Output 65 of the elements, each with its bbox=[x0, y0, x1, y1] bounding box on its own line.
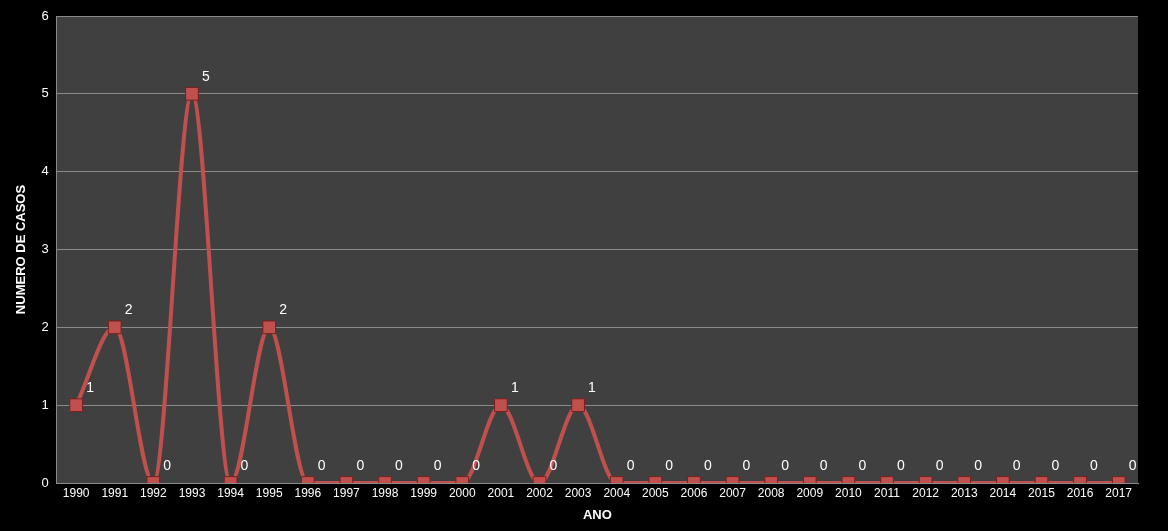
y-tick-label: 4 bbox=[41, 163, 49, 179]
x-tick-label: 1993 bbox=[178, 485, 206, 500]
x-tick-label: 2008 bbox=[757, 485, 785, 500]
x-axis-title: ANO bbox=[582, 506, 612, 522]
x-tick-label: 1992 bbox=[140, 485, 168, 500]
x-tick-label: 2001 bbox=[487, 485, 515, 500]
x-tick-label: 2006 bbox=[680, 485, 708, 500]
y-tick-label: 0 bbox=[41, 474, 49, 490]
x-tick-label: 2017 bbox=[1105, 485, 1133, 500]
data-label: 1 bbox=[86, 379, 95, 396]
y-axis-title: NUMERO DE CASOS bbox=[13, 184, 29, 315]
data-label: 0 bbox=[549, 456, 558, 473]
data-label: 5 bbox=[201, 67, 210, 84]
x-tick-label: 1991 bbox=[101, 485, 129, 500]
data-label: 2 bbox=[279, 301, 288, 318]
x-tick-label: 2003 bbox=[564, 485, 592, 500]
x-tick-label: 1999 bbox=[410, 485, 438, 500]
x-tick-label: 2004 bbox=[603, 485, 631, 500]
data-label: 0 bbox=[858, 456, 867, 473]
data-label: 0 bbox=[1090, 456, 1099, 473]
x-tick-label: 1998 bbox=[371, 485, 399, 500]
y-tick-label: 6 bbox=[41, 7, 49, 23]
data-label: 0 bbox=[433, 456, 442, 473]
x-tick-label: 2015 bbox=[1028, 485, 1056, 500]
y-tick-label: 2 bbox=[41, 318, 49, 334]
x-tick-label: 2007 bbox=[719, 485, 747, 500]
y-tick-label: 1 bbox=[41, 396, 49, 412]
data-label: 0 bbox=[356, 456, 365, 473]
data-label: 0 bbox=[472, 456, 481, 473]
x-tick-label: 1990 bbox=[62, 485, 90, 500]
data-label: 0 bbox=[395, 456, 404, 473]
x-tick-label: 2002 bbox=[526, 485, 554, 500]
data-label: 2 bbox=[124, 301, 133, 318]
data-label: 1 bbox=[588, 379, 597, 396]
x-tick-label: 2000 bbox=[448, 485, 476, 500]
x-tick-label: 2009 bbox=[796, 485, 824, 500]
data-label: 0 bbox=[935, 456, 944, 473]
x-tick-label: 1997 bbox=[333, 485, 361, 500]
data-label: 0 bbox=[703, 456, 712, 473]
y-tick-label: 5 bbox=[41, 85, 49, 101]
x-tick-label: 1996 bbox=[294, 485, 322, 500]
x-tick-label: 2010 bbox=[835, 485, 863, 500]
x-tick-label: 2012 bbox=[912, 485, 940, 500]
data-label: 0 bbox=[1012, 456, 1021, 473]
y-tick-label: 3 bbox=[41, 241, 49, 257]
data-label: 0 bbox=[1051, 456, 1060, 473]
data-label: 0 bbox=[897, 456, 906, 473]
data-label: 0 bbox=[626, 456, 635, 473]
x-tick-label: 2005 bbox=[641, 485, 669, 500]
x-tick-label: 2016 bbox=[1066, 485, 1094, 500]
x-tick-label: 1995 bbox=[255, 485, 283, 500]
data-label: 0 bbox=[317, 456, 326, 473]
data-label: 0 bbox=[781, 456, 790, 473]
data-label: 0 bbox=[819, 456, 828, 473]
x-tick-label: 2013 bbox=[950, 485, 978, 500]
x-tick-label: 2014 bbox=[989, 485, 1017, 500]
data-label: 0 bbox=[665, 456, 674, 473]
data-label: 0 bbox=[240, 456, 249, 473]
data-label: 0 bbox=[742, 456, 751, 473]
data-label: 0 bbox=[163, 456, 172, 473]
x-tick-label: 2011 bbox=[874, 485, 901, 500]
data-label: 0 bbox=[1128, 456, 1137, 473]
data-label: 1 bbox=[510, 379, 519, 396]
data-label: 0 bbox=[974, 456, 983, 473]
x-tick-label: 1994 bbox=[217, 485, 245, 500]
